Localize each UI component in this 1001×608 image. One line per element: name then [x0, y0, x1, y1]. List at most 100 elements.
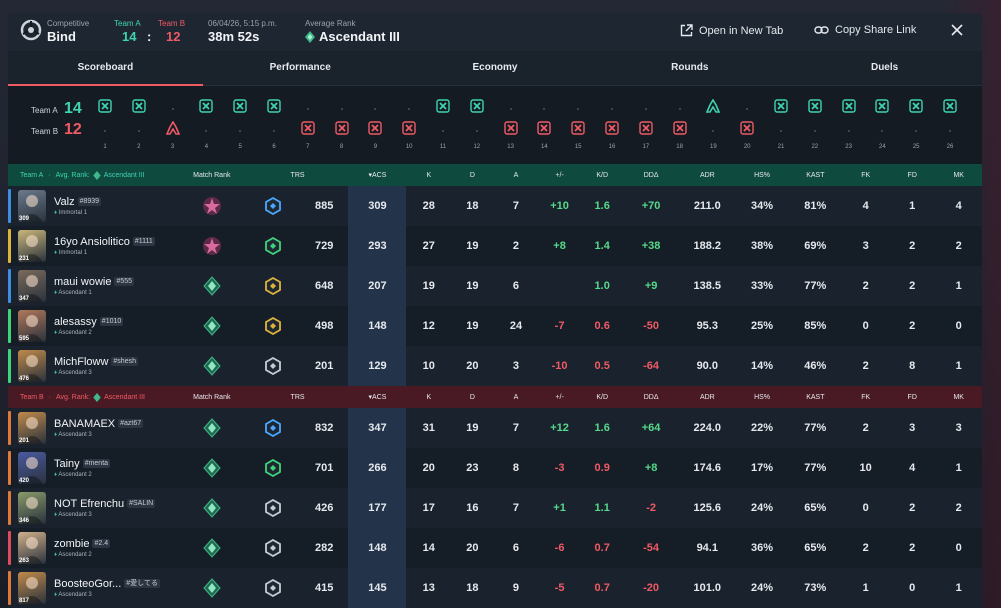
- column-header[interactable]: FD: [889, 172, 936, 179]
- column-header[interactable]: A: [494, 172, 539, 179]
- tab-economy[interactable]: Economy: [472, 62, 518, 73]
- column-header[interactable]: TRS: [247, 394, 349, 401]
- column-header[interactable]: ▾ ACS: [348, 164, 406, 186]
- player-row[interactable]: 347 maui wowie #555 ♦ Ascendant 1 648 207 19 19…: [8, 266, 982, 306]
- column-header[interactable]: FK: [842, 394, 889, 401]
- column-header[interactable]: MK: [935, 172, 982, 179]
- player-row[interactable]: 476 MichFloww #shesh ♦ Ascendant 3 201 129 10 2…: [8, 346, 982, 386]
- round-elimination-icon[interactable]: [436, 99, 450, 113]
- column-header[interactable]: Match Rank: [177, 394, 247, 401]
- round-number: 9: [373, 144, 378, 150]
- column-header[interactable]: KAST: [788, 172, 842, 179]
- round-elimination-icon[interactable]: [402, 121, 416, 135]
- column-header[interactable]: KAST: [788, 394, 842, 401]
- tab-duels[interactable]: Duels: [870, 62, 899, 73]
- player-cell[interactable]: 347 maui wowie #555 ♦ Ascendant 1: [8, 266, 177, 306]
- acs-value: 347: [348, 408, 407, 448]
- multi-kills-value: 0: [955, 542, 962, 554]
- round-empty-dot: [475, 130, 478, 132]
- column-header[interactable]: ADR: [679, 172, 736, 179]
- column-header[interactable]: K: [407, 394, 452, 401]
- round-elimination-icon[interactable]: [301, 121, 315, 135]
- round-elimination-icon[interactable]: [875, 99, 890, 113]
- player-row[interactable]: 201 BANAMAEX #azt67 ♦ Ascendant 3 832 347 31 19…: [8, 408, 982, 448]
- player-row[interactable]: 231 16yo Ansiolitico #1111 ♦ Immortal 1 729 2…: [8, 226, 982, 266]
- column-header[interactable]: +/-: [538, 172, 581, 179]
- column-header[interactable]: DDΔ: [624, 172, 679, 179]
- column-header[interactable]: Match Rank: [177, 172, 247, 179]
- column-header[interactable]: TRS: [247, 172, 349, 179]
- column-header[interactable]: DDΔ: [624, 394, 679, 401]
- agent-avatar-icon: [21, 315, 43, 342]
- round-elimination-icon[interactable]: [571, 121, 585, 135]
- round-elimination-icon[interactable]: [909, 99, 923, 113]
- player-cell[interactable]: 595 alesassy #1010 ♦ Ascendant 2: [8, 306, 177, 346]
- player-cell[interactable]: 420 Tainy #menta ♦ Ascendant 2: [8, 448, 177, 488]
- player-name: zombie: [54, 538, 90, 550]
- round-elimination-icon[interactable]: [605, 121, 619, 135]
- open-new-tab-button[interactable]: Open in New Tab: [680, 24, 783, 37]
- column-header[interactable]: A: [494, 394, 539, 401]
- round-elimination-icon[interactable]: [943, 99, 957, 113]
- column-header[interactable]: FD: [889, 394, 936, 401]
- close-icon[interactable]: [948, 21, 966, 39]
- round-elimination-icon[interactable]: [774, 99, 788, 113]
- player-row[interactable]: 420 Tainy #menta ♦ Ascendant 2 701 266 20 23 8 -3…: [8, 448, 982, 488]
- round-elimination-icon[interactable]: [470, 99, 484, 113]
- column-header[interactable]: K/D: [581, 394, 624, 401]
- player-cell[interactable]: 346 NOT Efrenchu #SALIN ♦ Ascendant 3: [8, 488, 177, 528]
- player-row[interactable]: 595 alesassy #1010 ♦ Ascendant 2 498 148 12 19 2…: [8, 306, 982, 346]
- column-header[interactable]: K/D: [581, 172, 624, 179]
- column-header[interactable]: ▾ ACS: [348, 386, 406, 408]
- copy-share-link-button[interactable]: Copy Share Link: [814, 24, 916, 36]
- round-defuse-icon[interactable]: [706, 99, 721, 113]
- round-elimination-icon[interactable]: [267, 99, 281, 113]
- player-row[interactable]: 346 NOT Efrenchu #SALIN ♦ Ascendant 3 426 177…: [8, 488, 982, 528]
- assists-value: 2: [512, 240, 520, 252]
- match-rank-cell: [177, 235, 247, 257]
- column-header[interactable]: HS%: [736, 172, 788, 179]
- tab-performance[interactable]: Performance: [269, 62, 331, 73]
- column-header[interactable]: D: [451, 172, 494, 179]
- player-row[interactable]: 309 Valz #8939 ♦ Immortal 1 885 309 28 18 7 +10 1.…: [8, 186, 982, 226]
- match-rank-cell: [177, 356, 247, 376]
- column-header[interactable]: +/-: [538, 394, 581, 401]
- column-header[interactable]: ADR: [679, 394, 736, 401]
- player-cell[interactable]: 476 MichFloww #shesh ♦ Ascendant 3: [8, 346, 177, 386]
- agent-portrait: 347: [18, 270, 46, 302]
- team-header-cell: Team A · Avg. Rank: Ascendant III: [8, 170, 177, 180]
- round-defuse-icon[interactable]: [165, 121, 180, 135]
- kd-value: 1.6: [594, 200, 610, 212]
- round-elimination-icon[interactable]: [808, 99, 822, 113]
- round-elimination-icon[interactable]: [672, 121, 687, 135]
- player-cell[interactable]: 309 Valz #8939 ♦ Immortal 1: [8, 186, 177, 226]
- round-elimination-icon[interactable]: [368, 121, 383, 135]
- player-cell[interactable]: 231 16yo Ansiolitico #1111 ♦ Immortal 1: [8, 226, 177, 266]
- column-header[interactable]: FK: [842, 172, 889, 179]
- round-elimination-icon[interactable]: [334, 121, 349, 135]
- round-elimination-icon[interactable]: [132, 99, 146, 113]
- round-elimination-icon[interactable]: [740, 121, 754, 135]
- round-elimination-icon[interactable]: [841, 99, 856, 113]
- adr-value: 125.6: [693, 502, 722, 514]
- column-header[interactable]: MK: [935, 394, 982, 401]
- round-elimination-icon[interactable]: [537, 121, 552, 135]
- player-row[interactable]: 263 zombie #2.4 ♦ Ascendant 2 282 148 14 20 6 -6 0…: [8, 528, 982, 568]
- column-header[interactable]: D: [451, 394, 494, 401]
- round-elimination-icon[interactable]: [503, 121, 518, 135]
- tab-scoreboard[interactable]: Scoreboard: [8, 51, 203, 86]
- round-elimination-icon[interactable]: [199, 99, 214, 113]
- round-elimination-icon[interactable]: [639, 121, 653, 135]
- tab-rounds[interactable]: Rounds: [671, 62, 709, 73]
- column-header[interactable]: K: [407, 172, 452, 179]
- round-elimination-icon[interactable]: [233, 99, 247, 113]
- round-empty-dot: [915, 130, 918, 132]
- trs-tier-cell: [247, 539, 300, 557]
- player-cell[interactable]: 201 BANAMAEX #azt67 ♦ Ascendant 3: [8, 408, 177, 448]
- first-kills-value: 0: [862, 320, 869, 332]
- round-elimination-icon[interactable]: [98, 99, 112, 113]
- player-cell[interactable]: 263 zombie #2.4 ♦ Ascendant 2: [8, 528, 177, 568]
- column-header[interactable]: HS%: [736, 394, 788, 401]
- player-row[interactable]: 817 BoosteoGor... #愛してる ♦ Ascendant 3 415 145…: [8, 568, 982, 608]
- player-cell[interactable]: 817 BoosteoGor... #愛してる ♦ Ascendant 3: [8, 568, 177, 608]
